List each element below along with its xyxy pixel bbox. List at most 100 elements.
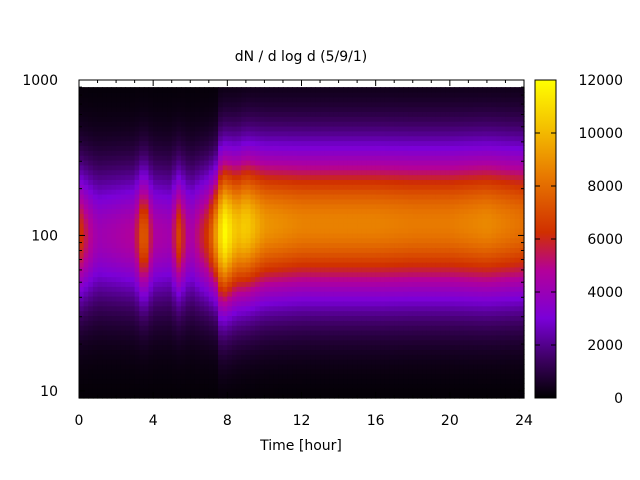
- heatmap-cell: [148, 145, 154, 151]
- heatmap-cell: [167, 388, 173, 394]
- heatmap-cell: [79, 349, 85, 355]
- heatmap-cell: [97, 305, 103, 312]
- heatmap-cell: [366, 96, 372, 103]
- heatmap-cell: [408, 223, 414, 229]
- heatmap-cell: [231, 339, 238, 346]
- heatmap-cell: [97, 155, 103, 161]
- heatmap-cell: [435, 125, 442, 132]
- heatmap-cell: [264, 339, 270, 346]
- heatmap-cell: [426, 271, 432, 278]
- heatmap-cell: [162, 354, 168, 360]
- heatmap-cell: [231, 193, 238, 200]
- heatmap-cell: [333, 339, 340, 346]
- heatmap-cell: [287, 368, 293, 375]
- heatmap-cell: [143, 111, 150, 117]
- heatmap-cell: [120, 174, 126, 181]
- heatmap-cell: [398, 266, 405, 273]
- heatmap-cell: [185, 184, 191, 190]
- heatmap-cell: [88, 91, 94, 98]
- heatmap-cell: [185, 247, 191, 253]
- heatmap-cell: [431, 393, 437, 399]
- heatmap-cell: [278, 261, 284, 268]
- heatmap-cell: [264, 174, 270, 181]
- heatmap-cell: [343, 368, 349, 375]
- heatmap-cell: [426, 247, 432, 253]
- heatmap-cell: [273, 349, 279, 355]
- heatmap-cell: [296, 198, 303, 205]
- heatmap-cell: [222, 305, 228, 312]
- heatmap-cell: [129, 349, 136, 355]
- heatmap-cell: [324, 271, 330, 278]
- heatmap-cell: [301, 159, 307, 166]
- heatmap-cell: [412, 271, 418, 278]
- heatmap-cell: [380, 334, 386, 341]
- heatmap-cell: [162, 320, 168, 326]
- heatmap-cell: [352, 276, 358, 283]
- heatmap-cell: [106, 237, 113, 244]
- heatmap-cell: [92, 378, 99, 385]
- heatmap-cell: [403, 373, 409, 380]
- heatmap-cell: [153, 169, 159, 176]
- heatmap-cell: [116, 393, 122, 399]
- heatmap-cell: [361, 300, 367, 307]
- heatmap-cell: [292, 179, 298, 185]
- heatmap-cell: [343, 111, 349, 117]
- heatmap-cell: [162, 106, 168, 112]
- heatmap-cell: [329, 198, 335, 205]
- heatmap-cell: [83, 189, 89, 195]
- heatmap-cell: [384, 189, 391, 195]
- heatmap-cell: [218, 106, 224, 112]
- heatmap-cell: [269, 125, 275, 132]
- heatmap-cell: [366, 135, 372, 142]
- heatmap-cell: [398, 291, 405, 297]
- heatmap-cell: [102, 305, 108, 312]
- heatmap-cell: [162, 150, 168, 156]
- heatmap-cell: [222, 121, 228, 127]
- heatmap-cell: [310, 252, 317, 258]
- heatmap-cell: [412, 354, 418, 360]
- heatmap-cell: [366, 203, 372, 210]
- heatmap-cell: [222, 286, 228, 292]
- heatmap-cell: [287, 125, 293, 132]
- heatmap-cell: [361, 111, 367, 117]
- heatmap-cell: [167, 393, 173, 399]
- heatmap-cell: [426, 227, 432, 234]
- heatmap-cell: [357, 232, 363, 239]
- heatmap-cell: [361, 203, 367, 210]
- heatmap-cell: [347, 140, 354, 147]
- heatmap-cell: [92, 329, 99, 336]
- heatmap-cell: [278, 271, 284, 278]
- heatmap-cell: [88, 198, 94, 205]
- heatmap-cell: [236, 334, 242, 341]
- heatmap-cell: [231, 208, 238, 215]
- heatmap-cell: [153, 300, 159, 307]
- heatmap-cell: [255, 111, 261, 117]
- heatmap-cell: [435, 247, 442, 253]
- heatmap-cell: [292, 198, 298, 205]
- heatmap-cell: [213, 364, 219, 370]
- heatmap-cell: [352, 169, 358, 176]
- heatmap-cell: [347, 193, 354, 200]
- heatmap-cell: [324, 223, 330, 229]
- heatmap-cell: [412, 364, 418, 370]
- heatmap-cell: [88, 281, 94, 287]
- heatmap-cell: [125, 388, 131, 394]
- heatmap-cell: [371, 106, 377, 112]
- heatmap-cell: [106, 121, 113, 127]
- heatmap-cell: [111, 106, 117, 112]
- heatmap-cell: [218, 111, 224, 117]
- heatmap-cell: [162, 315, 168, 321]
- heatmap-cell: [375, 203, 381, 210]
- heatmap-cell: [398, 271, 405, 278]
- heatmap-cell: [343, 373, 349, 380]
- heatmap-cell: [148, 344, 154, 351]
- heatmap-cell: [431, 271, 437, 278]
- heatmap-cell: [375, 393, 381, 399]
- heatmap-cell: [120, 271, 126, 278]
- heatmap-cell: [176, 378, 182, 385]
- heatmap-cell: [190, 364, 196, 370]
- heatmap-cell: [264, 227, 270, 234]
- heatmap-cell: [120, 383, 126, 389]
- heatmap-cell: [79, 271, 85, 278]
- heatmap-cell: [125, 334, 131, 341]
